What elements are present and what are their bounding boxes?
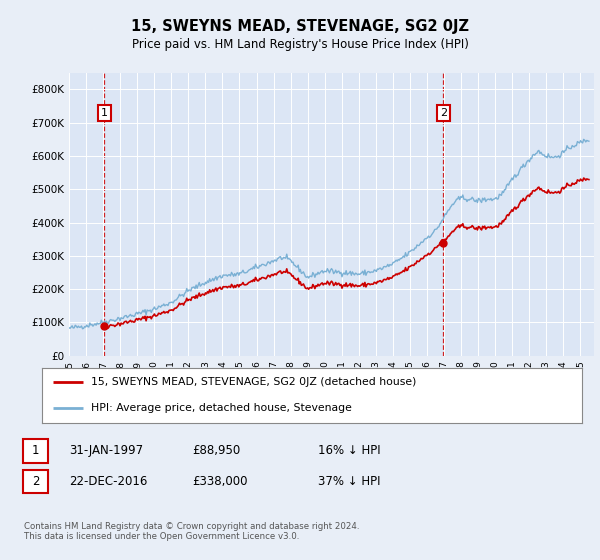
Text: 2: 2 xyxy=(440,108,447,118)
Text: 1: 1 xyxy=(101,108,108,118)
Text: £338,000: £338,000 xyxy=(192,475,248,488)
Text: Contains HM Land Registry data © Crown copyright and database right 2024.: Contains HM Land Registry data © Crown c… xyxy=(24,522,359,531)
Text: 15, SWEYNS MEAD, STEVENAGE, SG2 0JZ (detached house): 15, SWEYNS MEAD, STEVENAGE, SG2 0JZ (det… xyxy=(91,377,416,386)
Text: 15, SWEYNS MEAD, STEVENAGE, SG2 0JZ: 15, SWEYNS MEAD, STEVENAGE, SG2 0JZ xyxy=(131,20,469,34)
Text: 1: 1 xyxy=(32,444,39,458)
Text: 31-JAN-1997: 31-JAN-1997 xyxy=(69,444,143,458)
Text: 22-DEC-2016: 22-DEC-2016 xyxy=(69,475,148,488)
Text: 2: 2 xyxy=(32,475,39,488)
Text: Price paid vs. HM Land Registry's House Price Index (HPI): Price paid vs. HM Land Registry's House … xyxy=(131,38,469,52)
Text: HPI: Average price, detached house, Stevenage: HPI: Average price, detached house, Stev… xyxy=(91,403,352,413)
Text: This data is licensed under the Open Government Licence v3.0.: This data is licensed under the Open Gov… xyxy=(24,532,299,541)
Text: 37% ↓ HPI: 37% ↓ HPI xyxy=(318,475,380,488)
Text: £88,950: £88,950 xyxy=(192,444,240,458)
Text: 16% ↓ HPI: 16% ↓ HPI xyxy=(318,444,380,458)
